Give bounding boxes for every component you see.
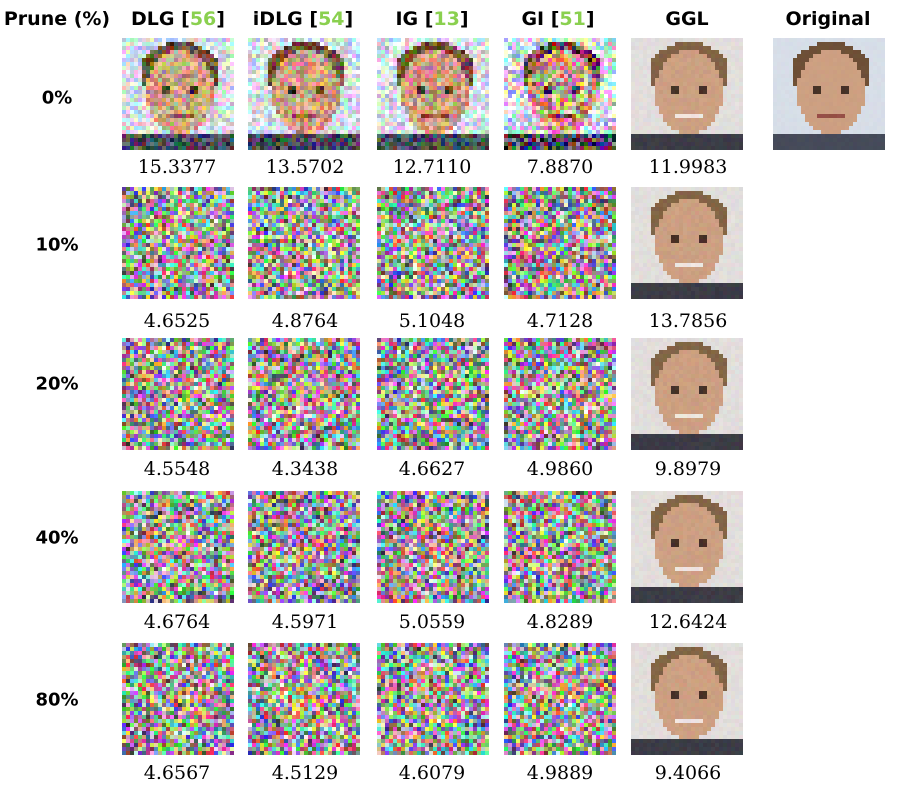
- score-value: 13.7856: [648, 310, 728, 332]
- column-name: IG: [395, 8, 425, 30]
- reconstruction-image-ig-40pct: [377, 491, 489, 603]
- reconstruction-image-gi-20pct: [504, 338, 616, 450]
- reconstruction-image-ggl-40pct: [631, 491, 743, 603]
- score-value: 12.7110: [392, 156, 472, 178]
- reconstruction-image-idlg-80pct: [248, 643, 360, 755]
- reference-number: 13: [433, 8, 460, 30]
- column-header-ggl: GGL: [665, 8, 709, 30]
- score-value: 4.5548: [143, 458, 211, 480]
- reconstruction-image-gi-80pct: [504, 643, 616, 755]
- score-value: 4.6525: [143, 310, 211, 332]
- reference-number: 56: [189, 8, 217, 30]
- score-value: 5.0559: [398, 611, 466, 633]
- reconstruction-image-idlg-0pct: [248, 38, 360, 150]
- score-value: 13.5702: [265, 156, 345, 178]
- score-value: 4.8289: [526, 611, 594, 633]
- reconstruction-image-dlg-80pct: [122, 643, 234, 755]
- reconstruction-image-dlg-10pct: [122, 187, 234, 299]
- score-value: 7.8870: [526, 156, 594, 178]
- score-value: 4.6079: [398, 762, 466, 784]
- reconstruction-image-ig-20pct: [377, 338, 489, 450]
- score-value: 15.3377: [137, 156, 217, 178]
- column-header-idlg: iDLG [54]: [252, 8, 354, 30]
- reconstruction-image-ggl-0pct: [631, 38, 743, 150]
- reconstruction-image-gi-40pct: [504, 491, 616, 603]
- row-label-20: 20%: [35, 373, 79, 395]
- reconstruction-image-ig-0pct: [377, 38, 489, 150]
- reconstruction-image-ig-10pct: [377, 187, 489, 299]
- row-label-80: 80%: [35, 689, 79, 711]
- score-value: 12.6424: [648, 611, 728, 633]
- reconstruction-image-ggl-80pct: [631, 643, 743, 755]
- column-header-ig: IG [13]: [395, 8, 469, 30]
- row-label-10: 10%: [35, 234, 79, 256]
- score-value: 4.3438: [271, 458, 339, 480]
- score-value: 4.6567: [143, 762, 211, 784]
- row-label-40: 40%: [35, 527, 79, 549]
- score-value: 5.1048: [398, 310, 466, 332]
- reconstruction-image-dlg-0pct: [122, 38, 234, 150]
- column-header-gi: GI [51]: [521, 8, 595, 30]
- score-value: 4.5971: [271, 611, 339, 633]
- original-image: [773, 38, 885, 150]
- score-value: 9.4066: [654, 762, 722, 784]
- column-name: GI: [521, 8, 551, 30]
- reconstruction-image-gi-10pct: [504, 187, 616, 299]
- score-value: 4.9889: [526, 762, 594, 784]
- column-header-dlg: DLG [56]: [131, 8, 225, 30]
- reconstruction-image-dlg-20pct: [122, 338, 234, 450]
- reconstruction-image-ig-80pct: [377, 643, 489, 755]
- score-value: 4.7128: [526, 310, 594, 332]
- row-label-0: 0%: [41, 87, 73, 109]
- reconstruction-image-ggl-10pct: [631, 187, 743, 299]
- score-value: 4.8764: [271, 310, 339, 332]
- reconstruction-image-idlg-40pct: [248, 491, 360, 603]
- column-name: DLG: [131, 8, 182, 30]
- reconstruction-image-gi-0pct: [504, 38, 616, 150]
- reference-number: 51: [559, 8, 586, 30]
- reconstruction-image-ggl-20pct: [631, 338, 743, 450]
- reconstruction-image-idlg-10pct: [248, 187, 360, 299]
- score-value: 11.9983: [648, 156, 728, 178]
- prune-header: Prune (%): [3, 8, 111, 30]
- reconstruction-image-dlg-40pct: [122, 491, 234, 603]
- reference-number: 54: [318, 8, 345, 30]
- score-value: 4.9860: [526, 458, 594, 480]
- column-name: iDLG: [252, 8, 310, 30]
- score-value: 9.8979: [654, 458, 722, 480]
- reconstruction-image-idlg-20pct: [248, 338, 360, 450]
- score-value: 4.6627: [398, 458, 466, 480]
- score-value: 4.5129: [271, 762, 339, 784]
- column-header-original: Original: [785, 8, 871, 30]
- score-value: 4.6764: [143, 611, 211, 633]
